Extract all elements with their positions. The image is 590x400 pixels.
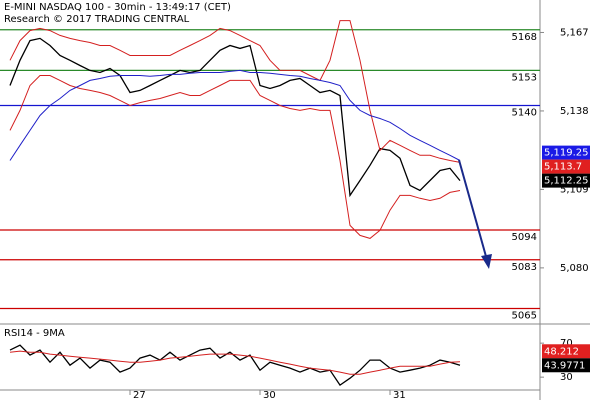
y-tick-label: 5,138 [560, 106, 589, 117]
y-tick-label: 5,167 [560, 27, 589, 38]
y-tick-label: 5,109 [560, 184, 589, 195]
price-tag-label: 5,119.25 [544, 148, 589, 159]
level-label: 5094 [512, 232, 537, 243]
rsi-title: RSI14 - 9MA [4, 328, 65, 339]
level-label: 5083 [512, 262, 537, 273]
chart-subtitle: Research © 2017 TRADING CENTRAL [4, 14, 190, 25]
series-line [9, 20, 461, 163]
arrow-shaft [458, 159, 488, 261]
series-line [9, 75, 461, 239]
y-tick-label: 5,080 [560, 263, 589, 274]
chart-title: E-MINI NASDAQ 100 - 30min - 13:49:17 (CE… [4, 2, 231, 13]
price-tag [542, 358, 590, 373]
series-line [9, 344, 461, 387]
price-tag [542, 173, 590, 188]
x-tick-label: 31 [393, 390, 406, 400]
y-tick-label: 30 [560, 372, 573, 383]
price-tag-label: 43.9771 [544, 360, 585, 371]
level-label: 5153 [512, 72, 537, 83]
price-tag-label: 5,112.25 [544, 176, 589, 187]
y-tick-label: 70 [560, 338, 573, 349]
forecast-arrow [458, 159, 492, 269]
arrow-head [481, 254, 492, 269]
x-tick-label: 27 [133, 390, 146, 400]
series-line [9, 350, 461, 375]
x-tick-label: 30 [263, 390, 276, 400]
plot-layer: 5,080 5,109 5,138 5,167 27 30 31 5168 5153 5140 50… [0, 20, 590, 400]
series-line [9, 69, 461, 161]
price-tag-label: 48.212 [544, 346, 579, 357]
series-line [9, 37, 461, 198]
price-tag-label: 5,113.7 [544, 162, 582, 173]
price-tag [542, 145, 590, 160]
price-tag [542, 344, 590, 359]
level-label: 5065 [512, 310, 537, 321]
level-label: 5140 [512, 108, 537, 119]
price-tag [542, 159, 590, 174]
level-label: 5168 [512, 32, 537, 43]
